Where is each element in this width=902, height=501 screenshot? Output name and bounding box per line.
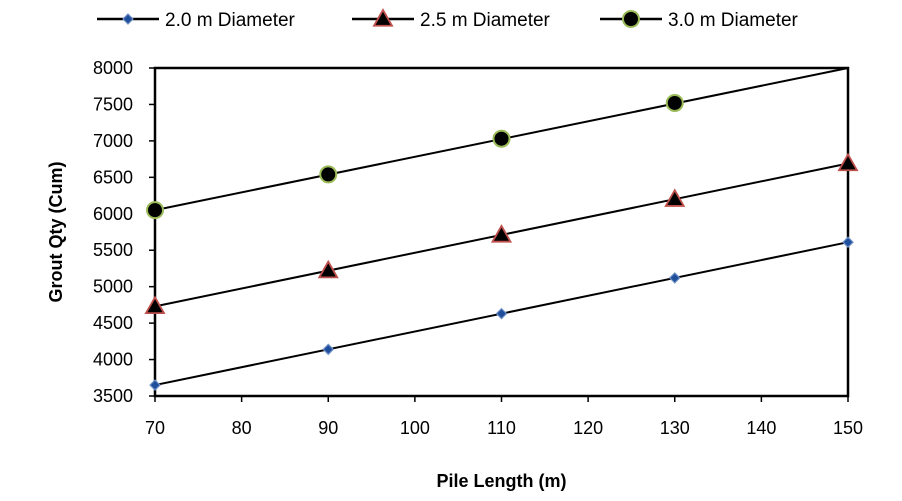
legend-label: 3.0 m Diameter <box>668 10 799 31</box>
x-tick-label: 70 <box>145 418 165 438</box>
data-point <box>317 259 339 279</box>
data-point <box>322 343 335 356</box>
legend-item: 2.0 m Diameter <box>97 10 296 31</box>
series-2 <box>146 67 849 220</box>
data-point <box>490 224 513 243</box>
legend-label: 2.5 m Diameter <box>420 10 551 31</box>
legend-label: 2.0 m Diameter <box>165 10 296 31</box>
legend-marker <box>122 13 134 25</box>
legend: 2.0 m Diameter 2.5 m Diameter 3.0 m Diamet… <box>97 8 799 31</box>
y-axis-ticks: 3500 4000 4500 5000 5500 6000 6500 7000 7500 8000 <box>93 58 155 406</box>
x-tick-label: 80 <box>232 418 252 438</box>
y-tick-label: 4000 <box>93 350 133 370</box>
legend-marker <box>622 10 640 28</box>
data-point <box>495 307 508 320</box>
data-point <box>492 129 511 148</box>
x-axis-ticks: 70 80 90 100 110 120 130 140 150 <box>145 396 863 438</box>
x-tick-label: 120 <box>573 418 603 438</box>
y-tick-label: 4500 <box>93 313 133 333</box>
legend-item: 3.0 m Diameter <box>600 10 799 31</box>
series-lines <box>144 67 859 391</box>
y-tick-label: 8000 <box>93 58 133 78</box>
y-tick-label: 7500 <box>93 94 133 114</box>
y-tick-label: 7000 <box>93 131 133 151</box>
y-tick-label: 6500 <box>93 167 133 187</box>
series-1 <box>144 152 859 314</box>
data-point <box>668 272 681 284</box>
x-tick-label: 130 <box>660 418 690 438</box>
legend-marker <box>372 8 394 27</box>
x-axis-label: Pile Length (m) <box>437 471 567 491</box>
data-point <box>837 152 859 172</box>
data-point <box>842 236 854 249</box>
y-tick-label: 5000 <box>93 277 133 297</box>
y-tick-label: 3500 <box>93 386 133 406</box>
x-tick-label: 110 <box>487 418 516 438</box>
y-tick-label: 5500 <box>93 240 133 260</box>
data-point <box>146 201 164 220</box>
x-tick-label: 150 <box>833 418 863 438</box>
x-tick-label: 100 <box>400 418 430 438</box>
data-point <box>665 93 684 112</box>
legend-item: 2.5 m Diameter <box>352 8 551 31</box>
y-tick-label: 6000 <box>93 204 133 224</box>
x-tick-label: 90 <box>318 418 338 438</box>
x-tick-label: 140 <box>746 418 776 438</box>
data-point <box>319 165 338 184</box>
series-0 <box>149 236 854 391</box>
data-point <box>144 295 166 314</box>
data-point <box>149 379 161 391</box>
y-axis-label: Grout Qty (Cum) <box>46 162 66 303</box>
data-point <box>664 188 686 207</box>
